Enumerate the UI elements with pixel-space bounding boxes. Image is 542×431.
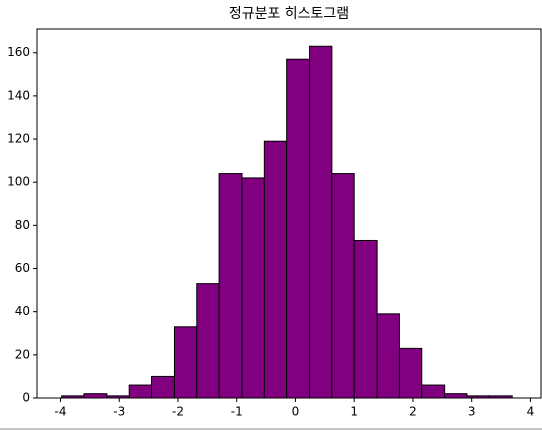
x-tick-label: -3 — [113, 405, 125, 419]
bar — [196, 283, 220, 399]
x-tick-label: 1 — [350, 405, 358, 419]
bar — [128, 384, 153, 399]
x-tick-label: -4 — [55, 405, 67, 419]
y-tick-label: 0 — [22, 391, 30, 405]
y-tick-label: 20 — [15, 347, 30, 361]
bar — [376, 313, 400, 399]
bar — [444, 393, 468, 399]
y-tick-label: 160 — [7, 45, 30, 59]
y-tick-label: 140 — [7, 88, 30, 102]
bar — [218, 173, 243, 399]
y-tick-label: 60 — [15, 261, 30, 275]
bar — [241, 177, 265, 399]
x-tick-label: -2 — [172, 405, 184, 419]
bar — [331, 173, 355, 399]
x-tick-label: -1 — [231, 405, 243, 419]
y-tick-label: 40 — [15, 304, 30, 318]
x-tick-label: 2 — [409, 405, 417, 419]
bar — [83, 393, 108, 399]
plot-frame — [36, 28, 542, 399]
x-tick-label: 0 — [292, 405, 300, 419]
bar — [173, 326, 198, 399]
bar — [353, 239, 378, 399]
bar — [151, 375, 175, 399]
bar — [421, 384, 446, 399]
bar — [286, 58, 311, 399]
x-tick-label: 3 — [468, 405, 476, 419]
y-tick-label: 120 — [7, 132, 30, 146]
bar — [398, 347, 423, 399]
bar — [309, 45, 333, 399]
y-tick-label: 80 — [15, 218, 30, 232]
y-tick-label: 100 — [7, 175, 30, 189]
x-tick-label: 4 — [527, 405, 535, 419]
chart-title: 정규분포 히스토그램 — [229, 6, 349, 22]
bar — [263, 140, 288, 399]
